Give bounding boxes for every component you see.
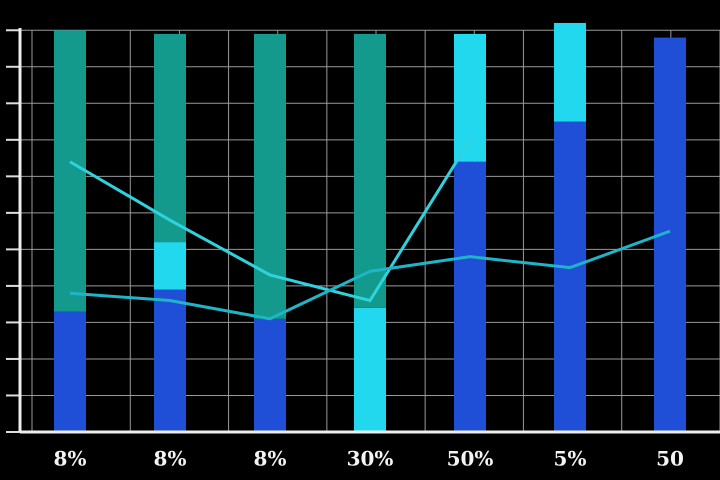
x-tick-label: 8% [154,447,187,471]
bar-segment [254,318,286,432]
x-tick-label: 5% [554,447,587,471]
bar-segment [54,311,86,432]
bar-segment [354,33,386,308]
x-tick-label: 50 [656,447,684,471]
x-tick-label: 30% [347,447,394,471]
bar-segment [554,22,586,122]
line [69,229,671,321]
x-tick-label: 50% [447,447,494,471]
bar-segment [154,242,186,290]
x-tick-label: 8% [254,447,287,471]
bar-segment [554,121,586,432]
bar-segment [154,289,186,432]
bar-segment [54,30,86,312]
line [69,139,472,303]
x-tick-label: 8% [54,447,87,471]
bar-segment [354,307,386,432]
bar-segment [254,33,286,319]
bar-segment [454,161,486,432]
bar-segment [154,33,186,243]
